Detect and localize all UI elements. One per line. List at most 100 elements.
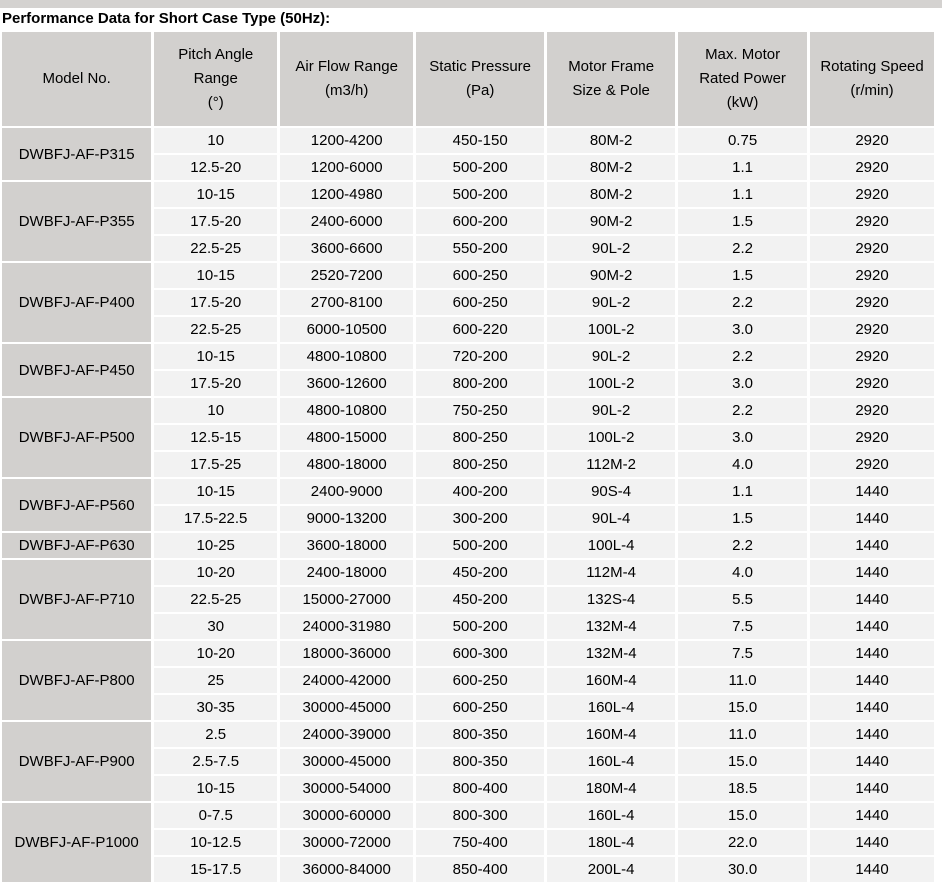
data-cell: 600-250: [416, 695, 545, 720]
column-header-line: (r/min): [850, 82, 894, 99]
data-cell: 17.5-25: [154, 452, 278, 477]
data-cell: 2.2: [678, 398, 808, 423]
table-row: DWBFJ-AF-P315 10 1200-4200 450-150 80M-2 0.75…: [2, 128, 934, 180]
data-cell: 1.5: [678, 263, 808, 288]
data-cell: 2520-7200: [280, 263, 414, 288]
table-row: 10-12.5 30000-72000 750-400 180L-4 22.0 1440: [2, 830, 934, 855]
data-cell: 17.5-22.5: [154, 506, 278, 531]
model-cell: DWBFJ-AF-P450: [2, 344, 152, 396]
model-cell: DWBFJ-AF-P400: [2, 263, 152, 342]
table-row: 17.5-22.5 9000-13200 300-200 90L-4 1.5 1440: [2, 506, 934, 531]
data-cell: 600-250: [416, 263, 545, 288]
table-row: 22.5-25 6000-10500 600-220 100L-2 3.0 2920: [2, 317, 934, 342]
data-cell: 3600-18000: [280, 533, 414, 558]
data-cell: 4.0: [678, 452, 808, 477]
data-cell: 22.5-25: [154, 236, 278, 261]
data-cell: 600-220: [416, 317, 545, 342]
data-cell: 80M-2: [547, 182, 676, 207]
table-row: DWBFJ-AF-P800 10-20 18000-36000 600-300 132M…: [2, 641, 934, 720]
data-cell: 2920: [810, 236, 934, 261]
model-cell: DWBFJ-AF-P800: [2, 641, 152, 720]
model-cell: DWBFJ-AF-P1000: [2, 803, 152, 882]
data-cell: 30.0: [678, 857, 808, 882]
column-header-static-pressure: Static Pressure (Pa): [416, 32, 545, 126]
data-cell: 12.5-20: [154, 155, 278, 180]
column-header-pitch-angle-range: Pitch Angle Range (°): [154, 32, 278, 126]
data-cell: 100L-2: [547, 371, 676, 396]
data-cell: 6000-10500: [280, 317, 414, 342]
data-cell: 160L-4: [547, 749, 676, 774]
data-cell: 1200-4200: [280, 128, 414, 153]
data-cell: 10-15: [154, 182, 278, 207]
column-header-line: Rotating Speed: [820, 58, 924, 75]
data-cell: 0-7.5: [154, 803, 278, 828]
data-cell: 10-25: [154, 533, 278, 558]
data-cell: 3.0: [678, 425, 808, 450]
data-cell: 132M-4: [547, 614, 676, 639]
table-row: 10-15 30000-54000 800-400 180M-4 18.5 1440: [2, 776, 934, 801]
data-cell: 180M-4: [547, 776, 676, 801]
data-cell: 30000-60000: [280, 803, 414, 828]
table-row: DWBFJ-AF-P900 2.5 24000-39000 800-350 160M-4…: [2, 722, 934, 801]
data-cell: 450-200: [416, 587, 545, 612]
data-cell: 10: [154, 128, 278, 153]
data-cell: 600-250: [416, 290, 545, 315]
data-cell: 22.5-25: [154, 317, 278, 342]
column-header-line: Air Flow Range: [295, 58, 398, 75]
data-cell: 200L-4: [547, 857, 676, 882]
data-cell: 3600-6600: [280, 236, 414, 261]
top-gray-strip: [0, 0, 942, 8]
data-cell: 36000-84000: [280, 857, 414, 882]
column-header-line: (m3/h): [325, 82, 369, 99]
data-cell: 10-20: [154, 560, 278, 585]
model-cell: DWBFJ-AF-P630: [2, 533, 152, 558]
data-cell: 2920: [810, 317, 934, 342]
data-cell: 17.5-20: [154, 290, 278, 315]
data-cell: 15.0: [678, 803, 808, 828]
data-cell: 90L-2: [547, 290, 676, 315]
data-cell: 1440: [810, 560, 934, 585]
data-cell: 600-300: [416, 641, 545, 666]
data-cell: 1440: [810, 830, 934, 855]
data-cell: 3.0: [678, 317, 808, 342]
table-row: 17.5-20 2700-8100 600-250 90L-2 2.2 2920: [2, 290, 934, 315]
column-header-line: Rated Power: [699, 70, 786, 87]
data-cell: 800-400: [416, 776, 545, 801]
data-cell: 12.5-15: [154, 425, 278, 450]
data-cell: 500-200: [416, 182, 545, 207]
data-cell: 4800-10800: [280, 398, 414, 423]
data-cell: 1440: [810, 479, 934, 504]
table-body: DWBFJ-AF-P315 10 1200-4200 450-150 80M-2 0.75…: [2, 128, 934, 882]
data-cell: 2920: [810, 452, 934, 477]
data-cell: 2920: [810, 371, 934, 396]
table-row: 17.5-20 3600-12600 800-200 100L-2 3.0 2920: [2, 371, 934, 396]
data-cell: 500-200: [416, 155, 545, 180]
table-row: 12.5-20 1200-6000 500-200 80M-2 1.1 2920: [2, 155, 934, 180]
data-cell: 2920: [810, 290, 934, 315]
model-cell: DWBFJ-AF-P355: [2, 182, 152, 261]
data-cell: 850-400: [416, 857, 545, 882]
table-row: 17.5-25 4800-18000 800-250 112M-2 4.0 2920: [2, 452, 934, 477]
data-cell: 750-400: [416, 830, 545, 855]
data-cell: 1.1: [678, 155, 808, 180]
data-cell: 300-200: [416, 506, 545, 531]
table-row: DWBFJ-AF-P500 10 4800-10800 750-250 90L-2 2.2…: [2, 398, 934, 477]
table-row: DWBFJ-AF-P355 10-15 1200-4980 500-200 80M-2 1…: [2, 182, 934, 261]
data-cell: 24000-39000: [280, 722, 414, 747]
data-cell: 2920: [810, 398, 934, 423]
table-row: DWBFJ-AF-P1000 0-7.5 30000-60000 800-300 160…: [2, 803, 934, 882]
data-cell: 30000-54000: [280, 776, 414, 801]
data-cell: 2920: [810, 182, 934, 207]
data-cell: 4800-18000: [280, 452, 414, 477]
table-row: 17.5-20 2400-6000 600-200 90M-2 1.5 2920: [2, 209, 934, 234]
table-row: DWBFJ-AF-P630 10-25 3600-18000 500-200 100L-…: [2, 533, 934, 558]
data-cell: 24000-31980: [280, 614, 414, 639]
table-row: DWBFJ-AF-P400 10-15 2520-7200 600-250 90M-2 1…: [2, 263, 934, 342]
data-cell: 800-250: [416, 425, 545, 450]
data-cell: 4800-10800: [280, 344, 414, 369]
data-cell: 1440: [810, 506, 934, 531]
data-cell: 2.5: [154, 722, 278, 747]
table-row: 25 24000-42000 600-250 160M-4 11.0 1440: [2, 668, 934, 693]
data-cell: 132M-4: [547, 641, 676, 666]
data-cell: 450-200: [416, 560, 545, 585]
